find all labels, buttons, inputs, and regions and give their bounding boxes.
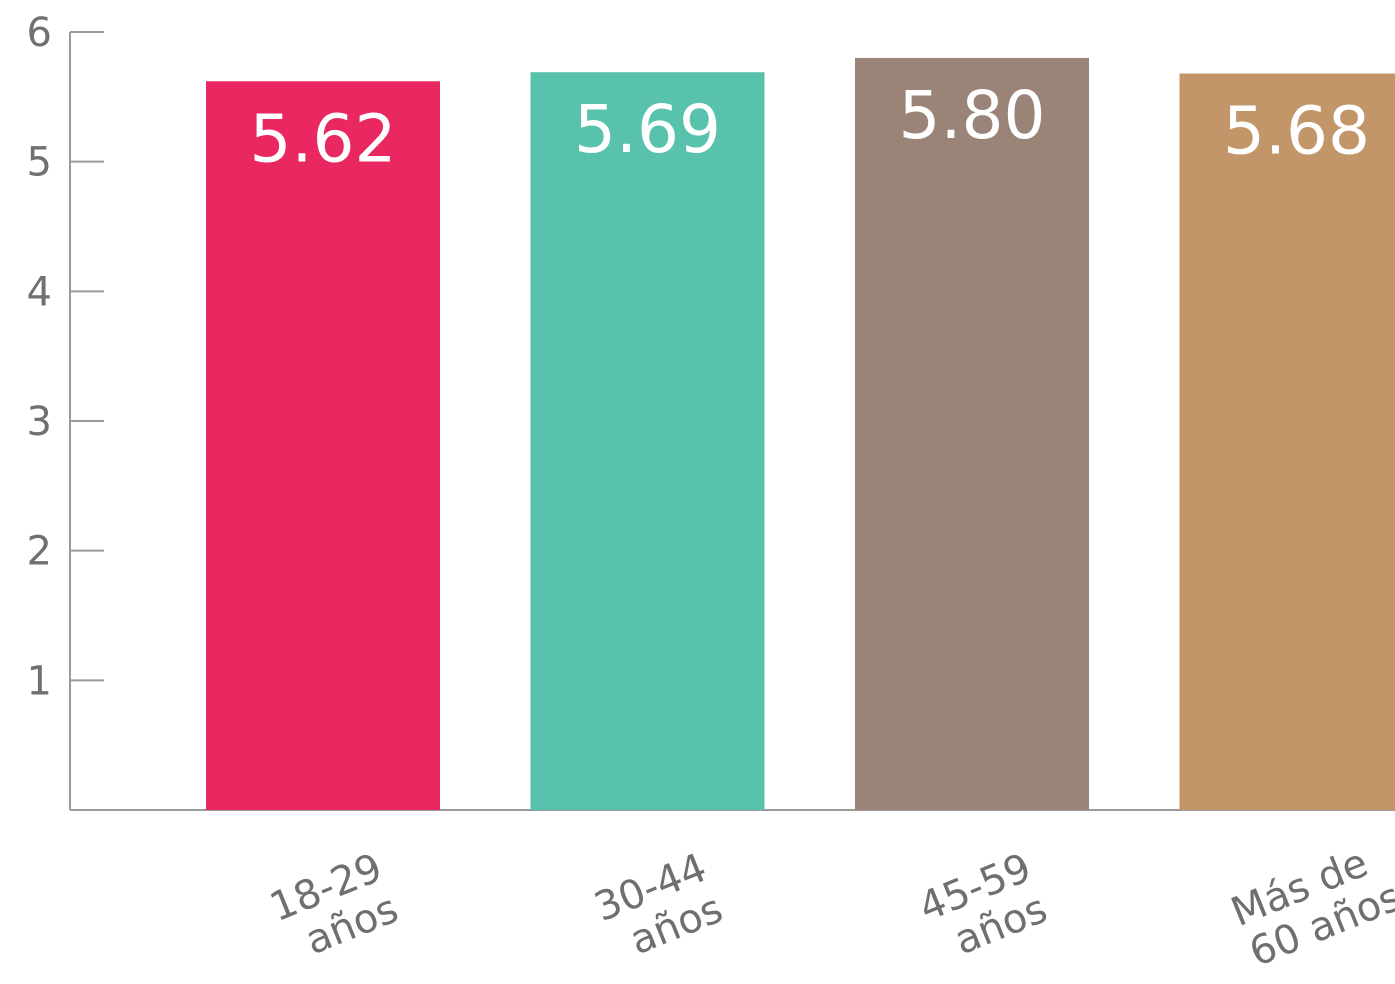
y-tick-label: 5 [27, 140, 52, 186]
y-tick-label: 3 [27, 399, 52, 445]
bar [1179, 73, 1395, 810]
bar [530, 72, 765, 811]
data-label: 5.68 [1223, 92, 1370, 169]
data-label: 5.80 [899, 77, 1046, 154]
bars [206, 57, 1395, 811]
y-tick-label: 6 [27, 10, 52, 56]
y-tick-label: 2 [27, 529, 52, 575]
data-label: 5.69 [574, 91, 721, 168]
y-tick-label: 1 [27, 658, 52, 704]
bar [206, 81, 440, 811]
y-tick-label: 4 [27, 269, 52, 315]
data-label: 5.62 [250, 100, 397, 177]
bar [855, 57, 1089, 810]
